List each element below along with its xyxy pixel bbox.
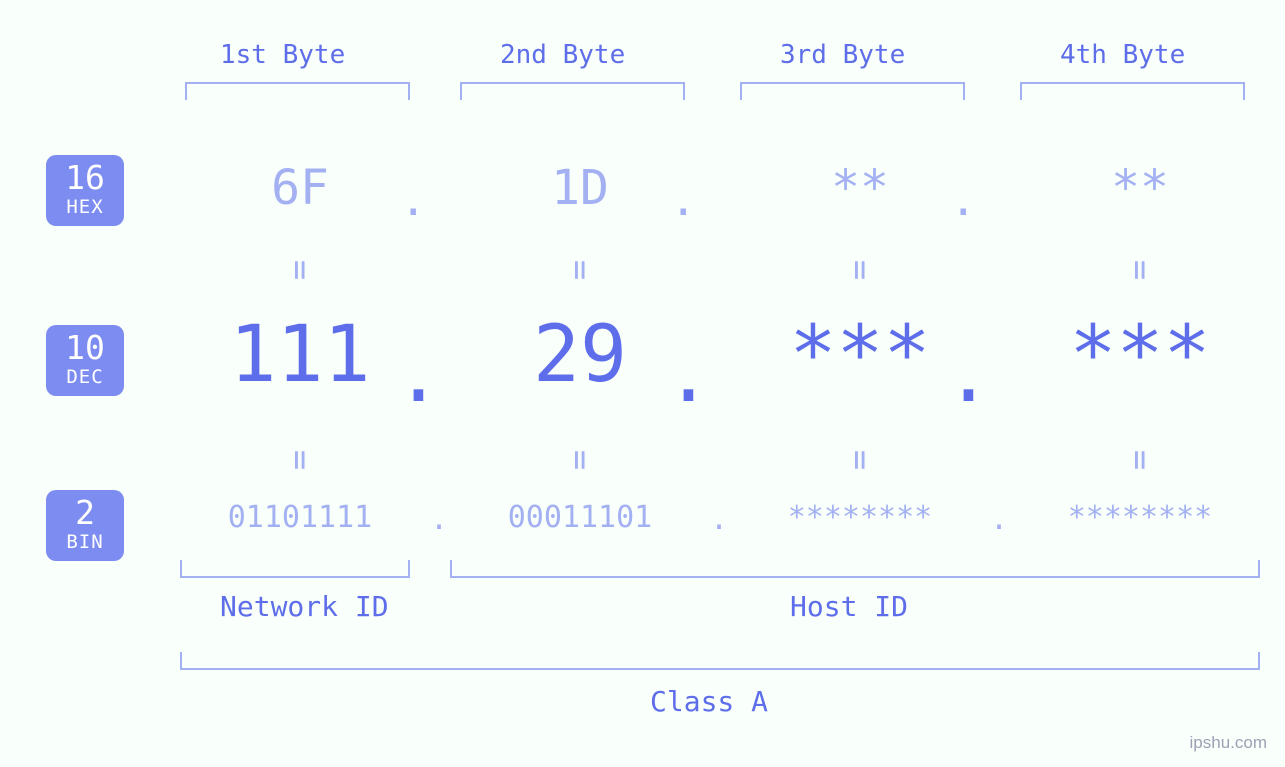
byte-label-2: 2nd Byte bbox=[500, 40, 625, 70]
bin-dot-2: . bbox=[710, 502, 728, 537]
badge-dec-num: 10 bbox=[46, 331, 124, 364]
byte-label-3: 3rd Byte bbox=[780, 40, 905, 70]
byte-label-1: 1st Byte bbox=[220, 40, 345, 70]
badge-bin: 2 BIN bbox=[46, 490, 124, 561]
eq-dec-bin-4: = bbox=[1120, 450, 1160, 470]
eq-dec-bin-2: = bbox=[560, 450, 600, 470]
hex-byte-2: 1D bbox=[460, 160, 700, 216]
dec-dot-1: . bbox=[395, 330, 442, 420]
badge-dec: 10 DEC bbox=[46, 325, 124, 396]
byte-label-4: 4th Byte bbox=[1060, 40, 1185, 70]
dec-dot-2: . bbox=[665, 330, 712, 420]
host-id-bracket bbox=[450, 560, 1260, 578]
bin-byte-1: 01101111 bbox=[170, 500, 430, 535]
watermark: ipshu.com bbox=[1190, 733, 1267, 753]
byte-bracket-4 bbox=[1020, 82, 1245, 100]
eq-hex-dec-4: = bbox=[1120, 260, 1160, 280]
eq-hex-dec-1: = bbox=[280, 260, 320, 280]
class-bracket bbox=[180, 652, 1260, 670]
eq-hex-dec-3: = bbox=[840, 260, 880, 280]
hex-byte-4: ** bbox=[1020, 160, 1260, 216]
bin-byte-4: ******** bbox=[1010, 500, 1270, 535]
dec-dot-3: . bbox=[945, 330, 992, 420]
hex-dot-1: . bbox=[400, 175, 427, 226]
hex-byte-3: ** bbox=[740, 160, 980, 216]
dec-byte-1: 111 bbox=[180, 310, 420, 400]
badge-hex: 16 HEX bbox=[46, 155, 124, 226]
bin-byte-3: ******** bbox=[730, 500, 990, 535]
badge-bin-lab: BIN bbox=[46, 531, 124, 553]
dec-byte-3: *** bbox=[740, 310, 980, 400]
badge-hex-lab: HEX bbox=[46, 196, 124, 218]
host-id-label: Host ID bbox=[790, 590, 908, 623]
eq-dec-bin-3: = bbox=[840, 450, 880, 470]
dec-byte-4: *** bbox=[1020, 310, 1260, 400]
badge-bin-num: 2 bbox=[46, 496, 124, 529]
byte-bracket-2 bbox=[460, 82, 685, 100]
byte-bracket-1 bbox=[185, 82, 410, 100]
hex-byte-1: 6F bbox=[180, 160, 420, 216]
hex-dot-3: . bbox=[950, 175, 977, 226]
network-id-label: Network ID bbox=[220, 590, 389, 623]
badge-hex-num: 16 bbox=[46, 161, 124, 194]
bin-dot-1: . bbox=[430, 502, 448, 537]
bin-byte-2: 00011101 bbox=[450, 500, 710, 535]
hex-dot-2: . bbox=[670, 175, 697, 226]
byte-bracket-3 bbox=[740, 82, 965, 100]
dec-byte-2: 29 bbox=[460, 310, 700, 400]
class-label: Class A bbox=[650, 685, 768, 718]
eq-hex-dec-2: = bbox=[560, 260, 600, 280]
eq-dec-bin-1: = bbox=[280, 450, 320, 470]
bin-dot-3: . bbox=[990, 502, 1008, 537]
network-id-bracket bbox=[180, 560, 410, 578]
badge-dec-lab: DEC bbox=[46, 366, 124, 388]
